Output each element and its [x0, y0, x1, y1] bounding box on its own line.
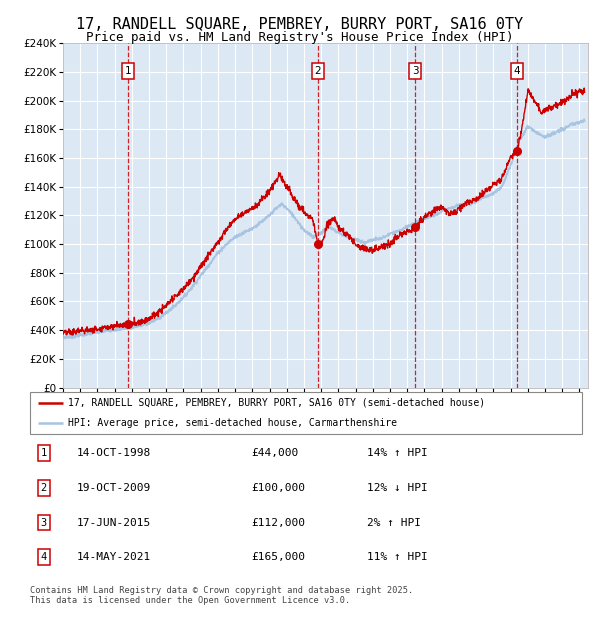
Text: 2: 2: [41, 482, 47, 493]
Text: 17-JUN-2015: 17-JUN-2015: [77, 518, 151, 528]
Text: £112,000: £112,000: [251, 518, 305, 528]
FancyBboxPatch shape: [30, 392, 582, 434]
Text: £100,000: £100,000: [251, 482, 305, 493]
Text: 4: 4: [514, 66, 520, 76]
Text: 2: 2: [314, 66, 321, 76]
Text: 14-MAY-2021: 14-MAY-2021: [77, 552, 151, 562]
Text: 2% ↑ HPI: 2% ↑ HPI: [367, 518, 421, 528]
Text: 3: 3: [41, 518, 47, 528]
Text: Price paid vs. HM Land Registry's House Price Index (HPI): Price paid vs. HM Land Registry's House …: [86, 31, 514, 44]
Text: 4: 4: [41, 552, 47, 562]
Text: £44,000: £44,000: [251, 448, 298, 458]
Text: HPI: Average price, semi-detached house, Carmarthenshire: HPI: Average price, semi-detached house,…: [68, 418, 397, 428]
Text: 17, RANDELL SQUARE, PEMBREY, BURRY PORT, SA16 0TY (semi-detached house): 17, RANDELL SQUARE, PEMBREY, BURRY PORT,…: [68, 398, 485, 408]
Text: 11% ↑ HPI: 11% ↑ HPI: [367, 552, 427, 562]
Text: 14-OCT-1998: 14-OCT-1998: [77, 448, 151, 458]
Text: 1: 1: [41, 448, 47, 458]
Text: 3: 3: [412, 66, 418, 76]
Text: 12% ↓ HPI: 12% ↓ HPI: [367, 482, 427, 493]
Text: 14% ↑ HPI: 14% ↑ HPI: [367, 448, 427, 458]
Text: £165,000: £165,000: [251, 552, 305, 562]
Text: 17, RANDELL SQUARE, PEMBREY, BURRY PORT, SA16 0TY: 17, RANDELL SQUARE, PEMBREY, BURRY PORT,…: [76, 17, 524, 32]
Text: 19-OCT-2009: 19-OCT-2009: [77, 482, 151, 493]
Text: 1: 1: [125, 66, 131, 76]
Text: Contains HM Land Registry data © Crown copyright and database right 2025.
This d: Contains HM Land Registry data © Crown c…: [30, 586, 413, 605]
